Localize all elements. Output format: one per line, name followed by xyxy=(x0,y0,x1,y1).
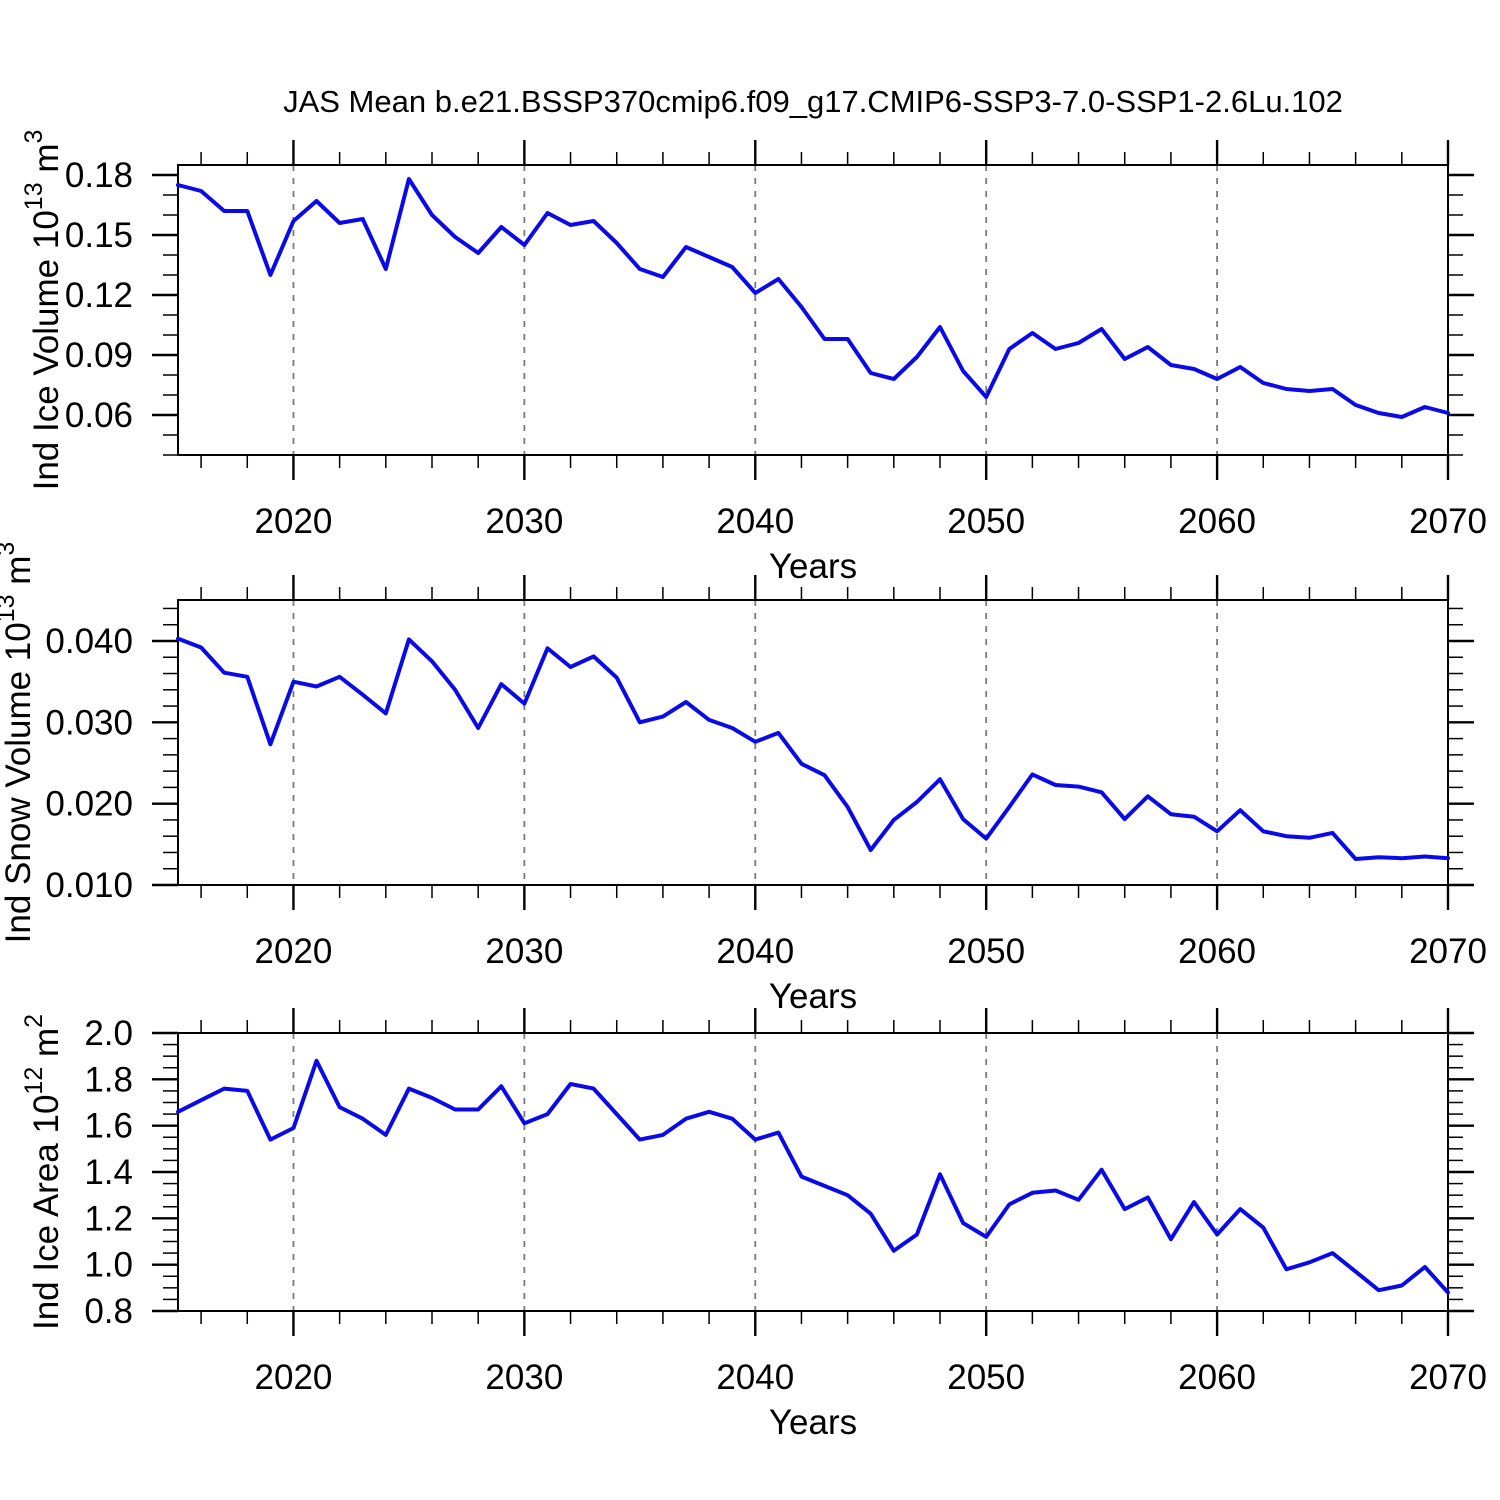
y-axis-title: Ind Ice Area 1012 m2 xyxy=(20,1014,66,1330)
ice-area-series-line xyxy=(176,1058,1450,1295)
x-tick-label-2070: 2070 xyxy=(1409,932,1487,971)
x-tick-label-2020: 2020 xyxy=(255,1358,333,1397)
x-tick-label-2040: 2040 xyxy=(716,502,794,541)
x-axis-title: Years xyxy=(769,1403,857,1442)
y-tick-label: 0.020 xyxy=(45,785,133,824)
panel-ice-volume: 0.18 0.15 0.12 0.09 0.06 2020 2030 2040 2050 2060… xyxy=(20,130,1487,586)
x-tick-label-2050: 2050 xyxy=(947,502,1025,541)
y-tick-label: 0.09 xyxy=(65,336,133,375)
x-tick-label-2060: 2060 xyxy=(1178,502,1256,541)
x-tick-label-2040: 2040 xyxy=(716,1358,794,1397)
x-tick-label-2060: 2060 xyxy=(1178,932,1256,971)
panel-ice-area: 2.0 1.8 1.6 1.4 1.2 1.0 0.8 2020 2030 2040 2050 206… xyxy=(20,1008,1487,1442)
y-tick-label: 0.030 xyxy=(45,703,133,742)
x-axis-title: Years xyxy=(769,977,857,1016)
x-tick-label-2070: 2070 xyxy=(1409,502,1487,541)
x-tick-label-2020: 2020 xyxy=(255,502,333,541)
x-tick-label-2030: 2030 xyxy=(485,932,563,971)
x-tick-label-2070: 2070 xyxy=(1409,1358,1487,1397)
y-tick-label: 0.040 xyxy=(45,622,133,661)
y-tick-label: 0.06 xyxy=(65,396,133,435)
panels-group: 0.18 0.15 0.12 0.09 0.06 2020 2030 2040 2050 2060… xyxy=(0,130,1487,1442)
x-tick-label-2040: 2040 xyxy=(716,932,794,971)
x-tick-label-2030: 2030 xyxy=(485,1358,563,1397)
figure-title: JAS Mean b.e21.BSSP370cmip6.f09_g17.CMIP… xyxy=(283,84,1343,119)
y-tick-label: 1.0 xyxy=(84,1246,133,1285)
y-tick-label: 0.18 xyxy=(65,156,133,195)
y-tick-label: 1.4 xyxy=(84,1153,133,1192)
y-tick-label: 2.0 xyxy=(84,1014,133,1053)
y-tick-label: 0.12 xyxy=(65,276,133,315)
ice-volume-series-line xyxy=(176,177,1450,419)
y-tick-label: 1.6 xyxy=(84,1107,133,1146)
y-tick-label: 1.2 xyxy=(84,1199,133,1238)
x-axis-title: Years xyxy=(769,547,857,586)
y-axis-title: Ind Snow Volume 1013 m3 xyxy=(0,542,38,944)
y-tick-label: 0.010 xyxy=(45,866,133,905)
x-tick-label-2030: 2030 xyxy=(485,502,563,541)
y-axis-title: Ind Ice Volume 1013 m3 xyxy=(20,130,66,491)
snow-volume-series-line xyxy=(176,636,1450,861)
plot-frame xyxy=(177,599,1449,886)
plot-frame xyxy=(177,1032,1449,1312)
panel-snow-volume: 0.040 0.030 0.020 0.010 2020 2030 2040 2050 2060… xyxy=(0,542,1487,1016)
x-tick-label-2050: 2050 xyxy=(947,932,1025,971)
y-tick-label: 0.15 xyxy=(65,216,133,255)
x-tick-label-2060: 2060 xyxy=(1178,1358,1256,1397)
y-tick-label: 1.8 xyxy=(84,1060,133,1099)
x-tick-label-2020: 2020 xyxy=(255,932,333,971)
x-tick-label-2050: 2050 xyxy=(947,1358,1025,1397)
y-tick-label: 0.8 xyxy=(84,1292,133,1331)
plot-frame xyxy=(177,164,1449,456)
